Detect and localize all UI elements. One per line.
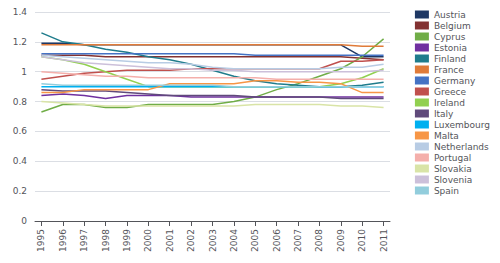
svg-text:Estonia: Estonia [434, 43, 467, 53]
svg-text:France: France [434, 65, 464, 75]
svg-text:Netherlands: Netherlands [434, 142, 489, 152]
svg-text:1999: 1999 [122, 229, 132, 252]
svg-text:1996: 1996 [58, 229, 68, 252]
svg-text:Germany: Germany [434, 76, 476, 86]
svg-text:Finland: Finland [434, 54, 466, 64]
svg-text:1.4: 1.4 [13, 7, 28, 17]
svg-text:2004: 2004 [229, 229, 239, 252]
svg-text:2001: 2001 [165, 229, 175, 252]
svg-text:2009: 2009 [336, 229, 346, 252]
svg-text:2000: 2000 [143, 229, 153, 252]
svg-text:1: 1 [21, 67, 27, 77]
svg-text:2011: 2011 [379, 229, 389, 252]
svg-text:2007: 2007 [293, 229, 303, 252]
svg-text:1997: 1997 [79, 229, 89, 252]
svg-text:Malta: Malta [434, 131, 459, 141]
svg-text:Austria: Austria [434, 10, 466, 20]
svg-text:0.2: 0.2 [13, 186, 27, 196]
svg-text:0.8: 0.8 [13, 97, 28, 107]
svg-text:2002: 2002 [186, 229, 196, 252]
svg-text:Luxembourg: Luxembourg [434, 120, 490, 130]
svg-text:1998: 1998 [101, 229, 111, 252]
svg-text:Cyprus: Cyprus [434, 32, 466, 42]
svg-text:0.6: 0.6 [13, 126, 28, 136]
svg-text:0.4: 0.4 [13, 156, 28, 166]
svg-text:2008: 2008 [314, 229, 324, 252]
svg-text:Spain: Spain [434, 186, 459, 196]
svg-text:0: 0 [21, 216, 27, 226]
svg-text:2010: 2010 [357, 229, 367, 252]
svg-text:Slovenia: Slovenia [434, 175, 472, 185]
svg-text:2005: 2005 [250, 229, 260, 252]
svg-text:2003: 2003 [208, 229, 218, 252]
svg-text:Belgium: Belgium [434, 21, 471, 31]
svg-text:Portugal: Portugal [434, 153, 471, 163]
svg-text:Ireland: Ireland [434, 98, 465, 108]
svg-text:2006: 2006 [272, 229, 282, 252]
svg-text:1.2: 1.2 [13, 37, 27, 47]
svg-text:Greece: Greece [434, 87, 466, 97]
svg-text:1995: 1995 [36, 229, 46, 252]
svg-text:Slovakia: Slovakia [434, 164, 472, 174]
svg-text:Italy: Italy [434, 109, 454, 119]
